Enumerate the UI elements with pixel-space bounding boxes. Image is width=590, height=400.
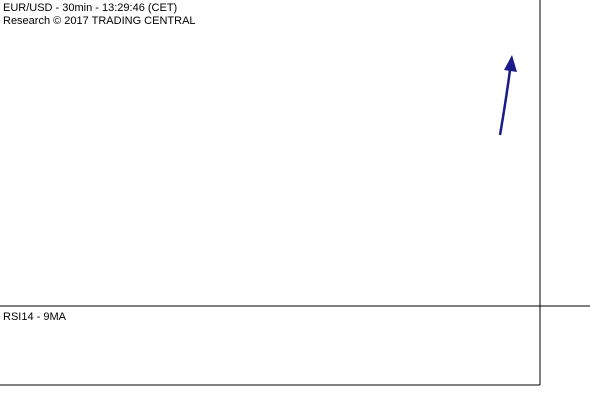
forecast-arrow — [498, 69, 512, 136]
forecast-arrowhead — [504, 55, 517, 72]
chart-title: EUR/USD - 30min - 13:29:46 (CET) — [3, 2, 177, 14]
chart-subtitle: Research © 2017 TRADING CENTRAL — [3, 15, 196, 27]
indicator-title: RSI14 - 9MA — [3, 311, 67, 323]
